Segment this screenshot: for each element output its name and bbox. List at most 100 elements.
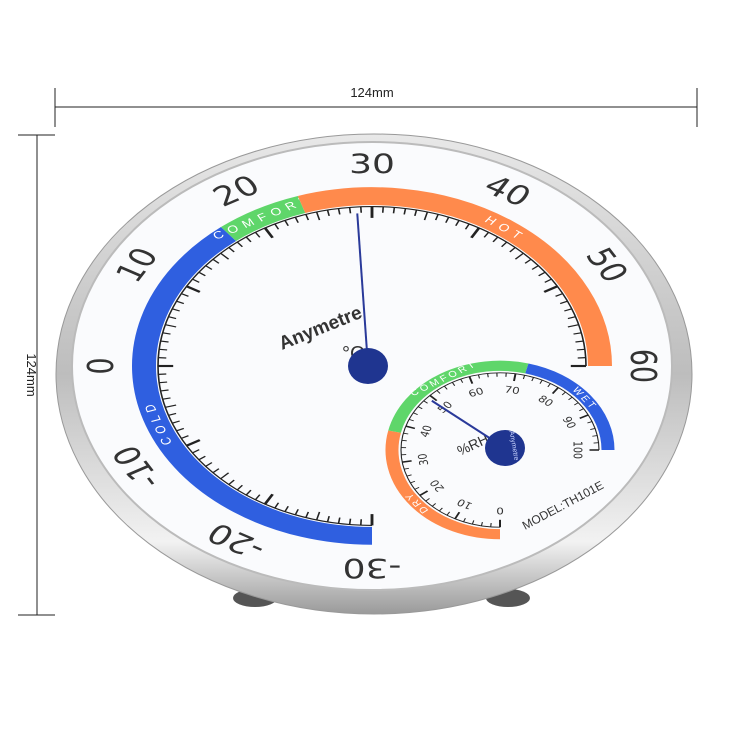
tick-mark: [573, 332, 582, 335]
scale-label: 40: [417, 424, 436, 439]
tick-mark: [501, 241, 508, 248]
scale-line: [400, 372, 600, 528]
tick-mark: [431, 503, 437, 507]
tick-mark: [423, 211, 429, 221]
tick-mark: [564, 308, 573, 312]
tick-mark: [513, 373, 517, 382]
tick-mark: [236, 484, 243, 491]
tick-mark: [198, 271, 206, 277]
scale-label: 60: [467, 385, 486, 399]
tick-mark: [451, 382, 456, 386]
scale-label: 0: [496, 505, 504, 516]
tick-mark: [284, 505, 289, 512]
tick-mark: [245, 236, 252, 243]
zone-band-hot: [297, 187, 612, 367]
tick-mark: [348, 518, 352, 525]
tick-mark: [538, 271, 546, 277]
tick-mark: [470, 227, 481, 239]
tick-mark: [348, 207, 352, 214]
tick-mark: [254, 494, 261, 501]
tick-mark: [205, 462, 213, 467]
tick-mark: [192, 278, 200, 283]
tick-mark: [165, 404, 177, 408]
tick-mark: [464, 223, 470, 230]
tick-mark: [576, 348, 585, 351]
scale-label: 100: [570, 441, 584, 459]
tick-mark: [402, 460, 412, 463]
tick-mark: [406, 474, 412, 477]
tick-mark: [185, 439, 201, 447]
tick-mark: [446, 511, 451, 516]
scale-label: 30: [415, 453, 432, 467]
tick-mark: [524, 258, 532, 264]
tick-mark: [220, 472, 230, 480]
tick-mark: [579, 408, 584, 412]
tick-mark: [429, 394, 438, 402]
scale-label: 10: [455, 496, 475, 512]
tick-mark: [590, 428, 596, 430]
tick-mark: [455, 220, 460, 227]
tick-mark: [492, 236, 499, 243]
tick-mark: [162, 332, 171, 335]
tick-mark: [162, 397, 171, 400]
tick-mark: [463, 518, 466, 522]
tick-mark: [425, 498, 430, 502]
tick-mark: [160, 340, 169, 343]
tick-mark: [483, 231, 490, 238]
tick-mark: [228, 479, 235, 485]
tick-mark: [171, 308, 180, 312]
tick-mark: [326, 209, 330, 217]
tick-mark: [547, 383, 551, 388]
tick-mark: [443, 385, 448, 390]
scale-label: 0: [81, 357, 122, 374]
tick-mark: [468, 376, 474, 384]
tick-mark: [254, 231, 261, 238]
tick-mark: [438, 507, 443, 512]
tick-mark: [561, 391, 566, 396]
tick-mark: [212, 468, 220, 474]
tick-mark: [423, 400, 428, 404]
tick-mark: [180, 293, 189, 297]
tick-mark: [192, 449, 200, 454]
height-dimension: [18, 134, 55, 616]
tick-mark: [403, 208, 407, 215]
tick-mark: [567, 324, 579, 328]
tick-mark: [531, 265, 539, 270]
tick-mark: [412, 412, 418, 416]
tick-mark: [410, 480, 416, 484]
tick-mark: [403, 432, 409, 435]
tick-mark: [165, 324, 177, 328]
zone-band-comfort: [388, 360, 529, 433]
tick-mark: [294, 509, 299, 516]
tick-mark: [417, 406, 423, 410]
tick-mark: [274, 502, 280, 509]
scale-label: 70: [503, 384, 521, 397]
tick-mark: [434, 214, 439, 221]
temperature-hub: [348, 348, 388, 384]
height-label: 124mm: [24, 353, 39, 396]
width-label: 124mm: [350, 85, 393, 100]
tick-mark: [274, 223, 280, 230]
tick-mark: [185, 285, 201, 293]
tick-mark: [480, 521, 483, 526]
temperature-needle: [356, 213, 369, 367]
tick-mark: [436, 390, 441, 394]
tick-mark: [171, 420, 180, 424]
tick-mark: [228, 247, 235, 253]
tick-mark: [509, 247, 516, 253]
zone-band-dry: [385, 430, 501, 540]
tick-mark: [245, 489, 252, 496]
tick-mark: [573, 402, 579, 406]
tick-mark: [568, 396, 573, 401]
tick-mark: [522, 375, 526, 380]
tick-mark: [555, 293, 564, 297]
tick-mark: [414, 486, 420, 490]
tick-mark: [305, 511, 310, 518]
scale-label: 30: [349, 149, 395, 179]
tick-mark: [176, 427, 185, 432]
tick-mark: [392, 207, 396, 214]
tick-mark: [284, 220, 289, 227]
tick-mark: [543, 285, 559, 293]
tick-mark: [531, 377, 535, 382]
tick-mark: [477, 374, 481, 379]
